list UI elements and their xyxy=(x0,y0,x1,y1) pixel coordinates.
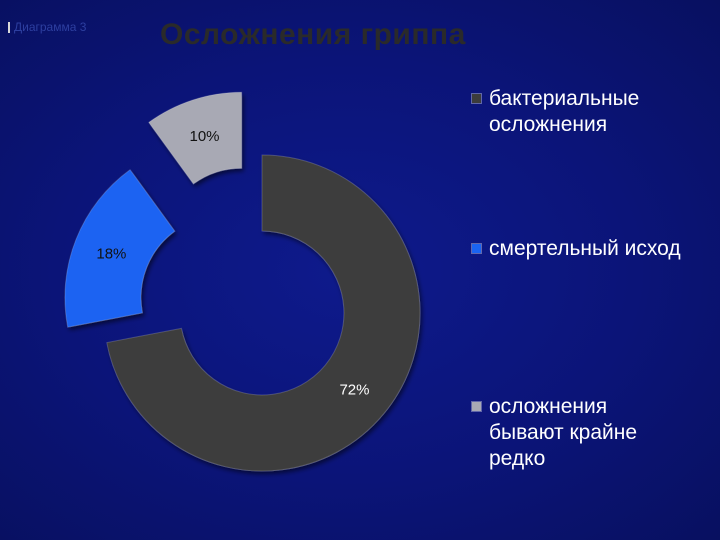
legend-item-2: смертельный исход xyxy=(472,236,684,262)
donut-slice-1 xyxy=(106,154,421,472)
corner-label-text: Диаграмма 3 xyxy=(14,20,87,34)
legend-swatch-3 xyxy=(472,402,481,411)
legend-label-3: осложнения бывают крайне редко xyxy=(489,395,638,470)
chart-title: Осложнения гриппа xyxy=(160,18,466,51)
legend-swatch-1 xyxy=(472,94,481,103)
legend-label-2: смертельный исход xyxy=(489,237,681,260)
legend-label-1: бактериальные осложнения xyxy=(489,87,640,136)
slice-data-label-3: 10% xyxy=(190,128,220,145)
donut-slice-2 xyxy=(64,169,176,328)
legend-item-3: осложнения бывают крайне редко xyxy=(472,394,684,472)
legend-swatch-2 xyxy=(472,244,481,253)
corner-marker xyxy=(8,21,10,33)
slice-data-label-1: 72% xyxy=(339,381,369,398)
slide-corner-label: Диаграмма 3 xyxy=(8,20,86,34)
donut-slice-3 xyxy=(148,91,243,185)
legend-item-1: бактериальные осложнения xyxy=(472,86,684,138)
slice-data-label-2: 18% xyxy=(96,245,126,262)
